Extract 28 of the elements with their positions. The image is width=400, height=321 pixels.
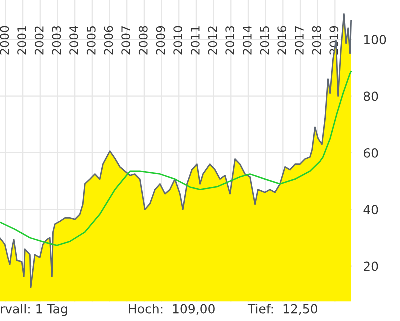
x-tick-label: 2001 (18, 26, 26, 55)
x-tick-label: 2000 (0, 26, 10, 55)
text: rvall: 1 Tag (1, 304, 68, 316)
x-tick-label: 2017 (294, 26, 304, 55)
x-tick-label: 2007 (122, 26, 131, 55)
x-tick-label: 2016 (278, 26, 287, 55)
y-tick-label: 80 (364, 92, 378, 102)
x-tick-label: 2008 (138, 26, 148, 55)
x-tick-label: 2014 (242, 26, 252, 55)
text: Hoch: 109,00 (129, 304, 215, 316)
y-tick-label: 60 (364, 148, 378, 158)
x-tick-label: 2013 (226, 26, 235, 55)
x-tick-label: 2009 (156, 26, 166, 55)
x-tick-label: 2003 (52, 26, 62, 55)
y-tick-label: 100 (364, 35, 386, 45)
x-tick-label: 2012 (208, 26, 218, 55)
x-tick-label: 2004 (70, 26, 79, 55)
text: Tief: 12,50 (248, 304, 318, 316)
x-tick-label: 2005 (86, 26, 96, 55)
y-tick-label: 40 (364, 205, 378, 215)
x-tick-label: 2006 (104, 26, 114, 55)
x-tick-label: 2018 (312, 26, 322, 55)
y-tick-label: 20 (364, 262, 378, 272)
x-tick-label: 2010 (174, 26, 183, 55)
line-series (0, 70, 352, 246)
x-tick-label: 2011 (190, 26, 200, 55)
x-tick-label: 2015 (260, 26, 270, 55)
x-tick-label: 2002 (34, 26, 44, 55)
